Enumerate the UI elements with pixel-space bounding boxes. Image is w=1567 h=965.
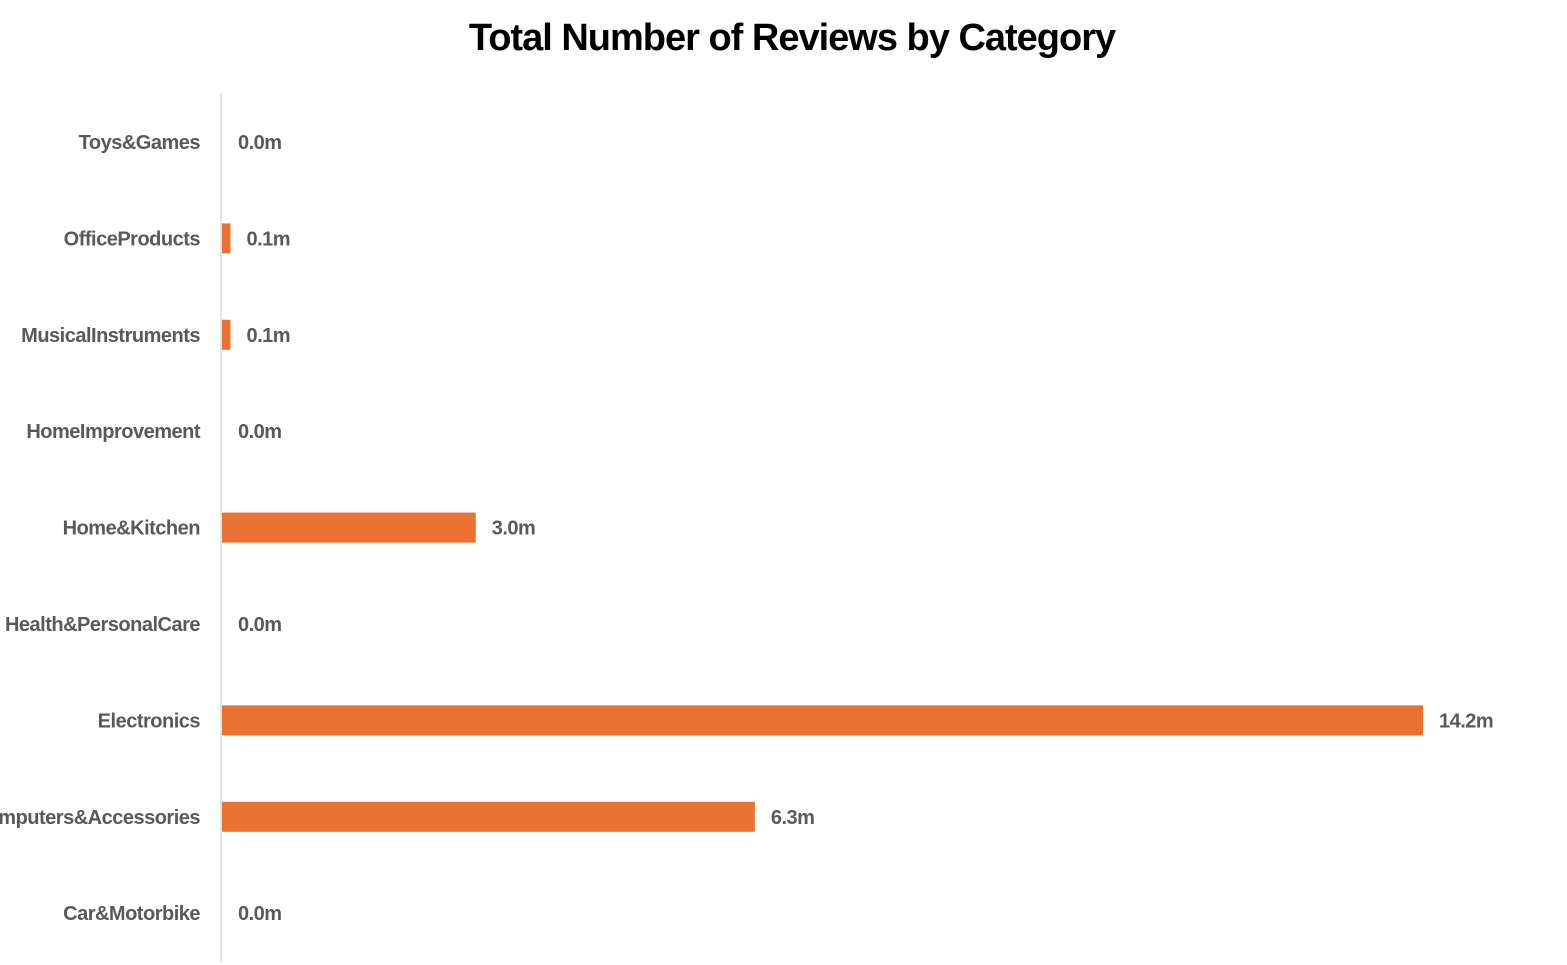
category-label-health-and-personalcare: Health&PersonalCare: [5, 614, 200, 636]
category-label-homeimprovement: HomeImprovement: [26, 421, 200, 443]
value-label-homeimprovement: 0.0m: [238, 421, 282, 443]
chart-title: Total Number of Reviews by Category: [469, 17, 1116, 59]
value-label-car-and-motorbike: 0.0m: [238, 903, 282, 925]
value-label-toys-and-games: 0.0m: [238, 132, 282, 154]
bar-computers-and-accessories: [222, 801, 755, 832]
value-label-officeproducts: 0.1m: [246, 228, 290, 250]
category-label-officeproducts: OfficeProducts: [64, 228, 201, 250]
category-labels: Toys&Games OfficeProducts MusicalInstrumen…: [0, 132, 201, 925]
value-label-computers-and-accessories: 6.3m: [771, 807, 815, 829]
value-label-musicalinstruments: 0.1m: [246, 325, 290, 347]
category-label-musicalinstruments: MusicalInstruments: [21, 325, 200, 347]
category-label-toys-and-games: Toys&Games: [79, 132, 201, 154]
category-label-car-and-motorbike: Car&Motorbike: [63, 903, 200, 925]
bar-officeproducts: [222, 223, 231, 254]
bar-home-and-kitchen: [222, 512, 476, 543]
value-label-electronics: 14.2m: [1439, 710, 1493, 732]
category-label-computers-and-accessories: Computers&Accessories: [0, 807, 200, 829]
value-labels: 0.0m 0.1m 0.1m 0.0m 3.0m 0.0m 14.2m 6.3m 0.0m: [238, 132, 1494, 925]
value-label-home-and-kitchen: 3.0m: [492, 518, 536, 540]
value-label-health-and-personalcare: 0.0m: [238, 614, 282, 636]
category-label-electronics: Electronics: [98, 710, 201, 732]
bar-electronics: [222, 705, 1423, 736]
bar-musicalinstruments: [222, 319, 231, 350]
bars-group: [222, 223, 1423, 832]
category-label-home-and-kitchen: Home&Kitchen: [63, 518, 200, 540]
